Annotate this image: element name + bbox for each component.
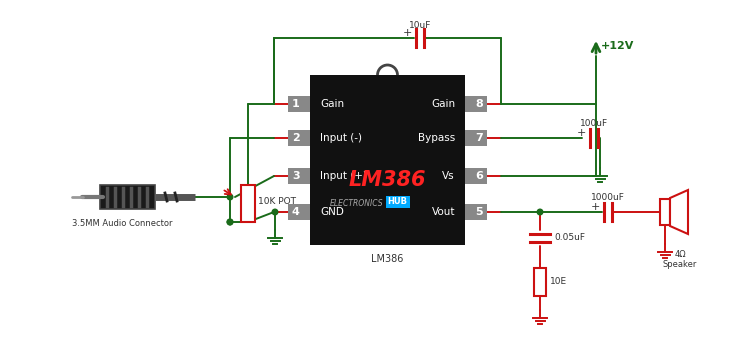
Text: +: + [402, 28, 412, 38]
Text: ELECTRONICS: ELECTRONICS [330, 199, 383, 208]
Bar [288, 130, 310, 146]
Bar [288, 96, 310, 112]
Circle shape [272, 209, 278, 215]
Text: 4Ω
Speaker: 4Ω Speaker [663, 250, 698, 269]
Text: Gain: Gain [430, 99, 455, 109]
Text: 1: 1 [292, 99, 300, 109]
Text: 0.05uF: 0.05uF [554, 233, 585, 242]
Bar [534, 268, 546, 296]
Circle shape [227, 219, 232, 225]
Circle shape [227, 219, 232, 225]
Bar [465, 204, 487, 220]
Text: Gain: Gain [320, 99, 344, 109]
Text: 3: 3 [292, 171, 299, 181]
Text: 2: 2 [292, 133, 300, 143]
Text: 10E: 10E [550, 277, 567, 286]
Bar [465, 96, 487, 112]
Circle shape [227, 194, 232, 200]
Text: Input (-): Input (-) [320, 133, 362, 143]
Text: +: + [590, 202, 600, 212]
Text: Input (+): Input (+) [320, 171, 367, 181]
Bar [310, 75, 465, 245]
Bar [465, 168, 487, 184]
Bar [288, 204, 310, 220]
Text: 1000uF: 1000uF [591, 192, 625, 201]
Text: Vs: Vs [442, 171, 455, 181]
Polygon shape [670, 190, 688, 234]
Text: 10K POT: 10K POT [258, 196, 296, 205]
Text: 5: 5 [476, 207, 483, 217]
Bar [465, 130, 487, 146]
Text: 10uF: 10uF [409, 20, 431, 29]
Bar [288, 168, 310, 184]
Text: 6: 6 [476, 171, 483, 181]
Text: HUB: HUB [388, 197, 407, 207]
Bar [100, 185, 155, 209]
Text: 4: 4 [292, 207, 300, 217]
Text: LM386: LM386 [371, 254, 404, 264]
Text: LM386: LM386 [349, 170, 426, 190]
Bar [241, 185, 255, 222]
Text: 3.5MM Audio Connector: 3.5MM Audio Connector [72, 219, 172, 228]
Circle shape [537, 209, 543, 215]
Bar [660, 199, 670, 225]
Text: +12V: +12V [601, 41, 634, 51]
Bar [386, 196, 410, 208]
Text: Vout: Vout [431, 207, 455, 217]
Text: 100uF: 100uF [580, 118, 608, 127]
Text: GND: GND [320, 207, 344, 217]
Text: Bypass: Bypass [418, 133, 455, 143]
Text: 8: 8 [476, 99, 483, 109]
Text: +: + [576, 128, 586, 138]
Text: 7: 7 [476, 133, 483, 143]
